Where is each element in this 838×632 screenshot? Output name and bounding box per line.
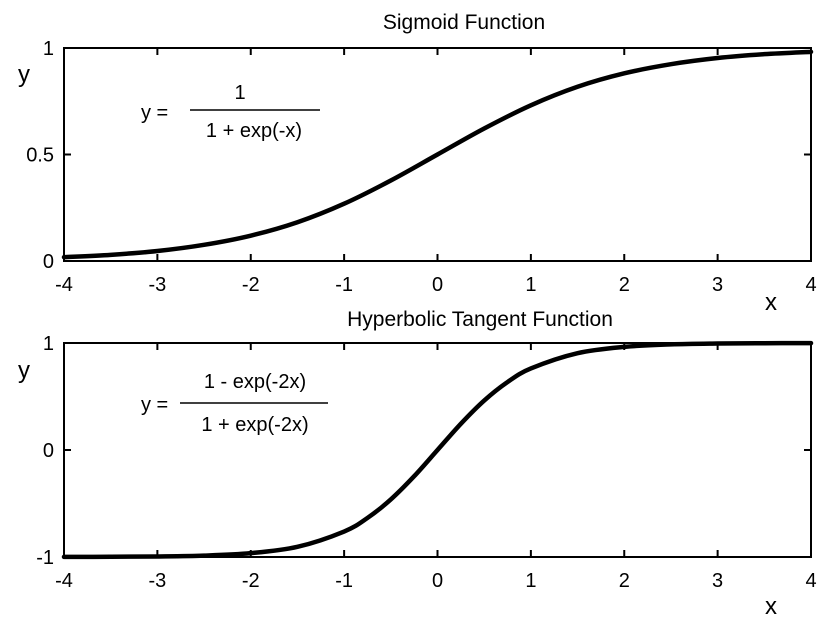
y-tick-label: 1 (43, 38, 54, 60)
x-tick-label: 3 (712, 570, 723, 592)
chart-title: Hyperbolic Tangent Function (347, 308, 613, 331)
x-tick-label: -2 (242, 274, 260, 296)
tanh-curve (61, 340, 814, 560)
tanh-panel: Hyperbolic Tangent Function -4 -3 -2 -1 … (18, 308, 817, 620)
y-tick-label: -1 (36, 547, 54, 569)
x-axis-label: x (765, 593, 777, 620)
y-tick-label: 1 (43, 333, 54, 355)
y-tick-label: 0 (43, 440, 54, 462)
y-axis-label: y (18, 357, 30, 384)
formula-numerator: 1 (234, 82, 245, 104)
tick-marks (63, 47, 812, 262)
formula-lhs: y = (141, 102, 168, 124)
sigmoid-panel: Sigmoid Function -4 -3 -2 -1 0 1 2 3 4 0… (18, 11, 817, 316)
x-tick-label: 1 (525, 570, 536, 592)
formula: y = 1 - exp(-2x) 1 + exp(-2x) (141, 371, 328, 436)
formula-denominator: 1 + exp(-x) (206, 120, 302, 142)
x-tick-label: -3 (149, 570, 167, 592)
formula-denominator: 1 + exp(-2x) (201, 414, 308, 436)
x-tick-label: 0 (432, 570, 443, 592)
y-tick-labels: 0 0.5 1 (26, 38, 54, 273)
x-tick-labels: -4 -3 -2 -1 0 1 2 3 4 (55, 570, 816, 592)
sigmoid-curve (61, 49, 814, 260)
x-tick-label: 4 (805, 570, 816, 592)
y-tick-label: 0.5 (26, 145, 54, 167)
x-tick-label: 3 (712, 274, 723, 296)
formula-lhs: y = (141, 394, 168, 416)
y-tick-labels: -1 0 1 (36, 333, 54, 569)
x-tick-label: 1 (525, 274, 536, 296)
x-tick-label: -1 (335, 274, 353, 296)
x-tick-label: -4 (55, 274, 73, 296)
formula: y = 1 1 + exp(-x) (141, 82, 320, 142)
x-tick-label: -2 (242, 570, 260, 592)
chart-title: Sigmoid Function (383, 11, 545, 34)
x-tick-label: 4 (805, 274, 816, 296)
x-tick-label: -3 (149, 274, 167, 296)
x-tick-label: -1 (335, 570, 353, 592)
x-tick-label: 2 (619, 274, 630, 296)
x-tick-labels: -4 -3 -2 -1 0 1 2 3 4 (55, 274, 816, 296)
x-tick-label: 0 (432, 274, 443, 296)
x-axis-label: x (765, 289, 777, 316)
y-tick-label: 0 (43, 251, 54, 273)
formula-numerator: 1 - exp(-2x) (204, 371, 306, 393)
y-axis-label: y (18, 61, 30, 88)
x-tick-label: -4 (55, 570, 73, 592)
x-tick-label: 2 (619, 570, 630, 592)
